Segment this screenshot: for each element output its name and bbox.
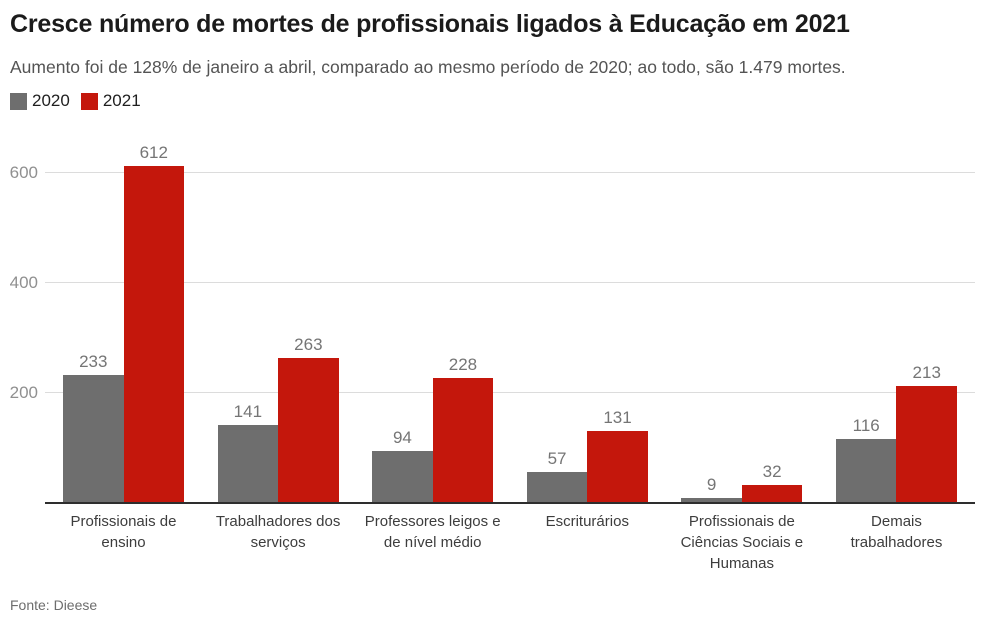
chart-subtitle: Aumento foi de 128% de janeiro a abril, … (10, 57, 846, 77)
category-label-cell: Professores leigos e de nível médio (365, 511, 501, 574)
bar-group: 233 612 (63, 140, 184, 503)
legend-swatch-2021 (80, 92, 98, 110)
value-label: 57 (547, 448, 567, 468)
bar-group: 94 228 (372, 140, 494, 503)
category-label-cell: Profissionais de Ciências Sociais e Huma… (681, 511, 804, 574)
bar-2020[interactable]: 57 (526, 449, 588, 503)
value-label: 263 (294, 335, 323, 355)
category-label: Trabalhadores dos serviços (215, 513, 341, 551)
category-label-cell: Escriturários (527, 511, 648, 574)
legend-label-2020: 2020 (32, 91, 70, 110)
value-label: 233 (79, 351, 108, 371)
bar-2020[interactable]: 141 (217, 402, 279, 503)
value-label: 94 (392, 428, 412, 448)
bar-group: 141 263 (217, 140, 339, 503)
gridline (45, 392, 975, 393)
bar-2020[interactable]: 9 (681, 475, 742, 503)
bar-2021[interactable]: 131 (587, 408, 648, 503)
category-label: Profissionais de ensino (70, 513, 177, 551)
value-label: 228 (448, 354, 478, 374)
bar-2021[interactable]: 612 (123, 143, 184, 503)
value-label: 32 (762, 462, 782, 482)
category-label: Escriturários (545, 513, 629, 530)
value-label: 9 (706, 475, 717, 494)
value-label: 612 (139, 143, 168, 163)
source-note: Fonte: Dieese (10, 597, 98, 613)
plot-area: 233 612 141 263 94 228 57 131 9 32 116 213 (45, 140, 975, 504)
category-label: Profissionais de Ciências Sociais e Huma… (680, 513, 804, 572)
bar-2021[interactable]: 213 (896, 363, 957, 503)
x-axis-line (45, 502, 975, 504)
bar-2021[interactable]: 228 (432, 355, 494, 503)
bar-2020[interactable]: 233 (63, 352, 124, 503)
legend-item-2020[interactable]: 2020 (10, 91, 70, 111)
y-axis-tick: 200 (9, 383, 38, 402)
x-axis-labels: Profissionais de ensino Trabalhadores dos… (45, 511, 975, 574)
value-label: 116 (852, 416, 880, 436)
gridline (45, 282, 975, 283)
y-axis-tick: 400 (9, 273, 38, 292)
value-label: 141 (233, 402, 263, 422)
legend-label-2021: 2021 (102, 91, 141, 110)
legend: 2020 2021 (10, 91, 141, 111)
bar-2020[interactable]: 116 (835, 416, 897, 503)
category-label-cell: Demais trabalhadores (836, 511, 957, 574)
bars-row: 233 612 141 263 94 228 57 131 9 32 116 213 (45, 140, 975, 503)
bar-2021[interactable]: 32 (741, 462, 803, 503)
y-axis-tick: 600 (9, 163, 38, 182)
category-label-cell: Trabalhadores dos serviços (216, 511, 341, 574)
legend-item-2021[interactable]: 2021 (80, 91, 141, 111)
bar-2021[interactable]: 263 (278, 335, 339, 503)
value-label: 213 (912, 362, 941, 382)
gridline (45, 172, 975, 173)
chart-title: Cresce número de mortes de profissionais… (10, 10, 850, 38)
category-label-cell: Profissionais de ensino (63, 511, 184, 574)
legend-swatch-2020 (10, 92, 27, 110)
bar-group: 9 32 (681, 140, 803, 503)
category-label: Professores leigos e de nível médio (364, 513, 501, 551)
category-label: Demais trabalhadores (850, 513, 943, 551)
bar-2020[interactable]: 94 (372, 428, 433, 503)
bar-group: 116 213 (835, 140, 957, 503)
value-label: 131 (603, 407, 632, 427)
bar-group: 57 131 (526, 140, 648, 503)
